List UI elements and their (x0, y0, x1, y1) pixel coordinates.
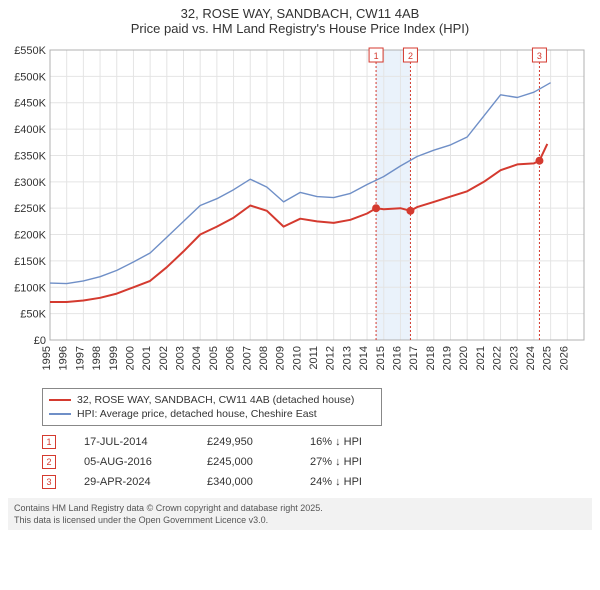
svg-text:2005: 2005 (208, 346, 220, 370)
sale-date: 05-AUG-2016 (84, 452, 179, 472)
sale-price: £245,000 (207, 452, 282, 472)
sale-price: £249,950 (207, 432, 282, 452)
sale-marker: 2 (42, 455, 56, 469)
svg-text:2021: 2021 (475, 346, 487, 370)
svg-text:2013: 2013 (341, 346, 353, 370)
svg-text:2002: 2002 (158, 346, 170, 370)
svg-text:1995: 1995 (41, 346, 53, 370)
svg-text:2018: 2018 (425, 346, 437, 370)
svg-text:£0: £0 (34, 335, 46, 347)
legend-item: HPI: Average price, detached house, Ches… (49, 407, 375, 421)
svg-text:2010: 2010 (291, 346, 303, 370)
sale-pct: 27% ↓ HPI (310, 452, 390, 472)
title-line-1: 32, ROSE WAY, SANDBACH, CW11 4AB (8, 6, 592, 21)
footer-line-2: This data is licensed under the Open Gov… (14, 514, 586, 526)
svg-text:1: 1 (374, 51, 379, 61)
svg-text:£550K: £550K (14, 45, 46, 57)
chart-container: £0 £50K £100K £150K £200K £250K £300K £350K £400… (8, 42, 592, 382)
svg-text:2: 2 (408, 51, 413, 61)
svg-text:£200K: £200K (14, 230, 46, 242)
price-chart: £0 £50K £100K £150K £200K £250K £300K £350K £400… (8, 42, 592, 382)
sales-row: 1 17-JUL-2014 £249,950 16% ↓ HPI (42, 432, 592, 452)
svg-text:£350K: £350K (14, 150, 46, 162)
legend-item: 32, ROSE WAY, SANDBACH, CW11 4AB (detach… (49, 393, 375, 407)
sale-marker: 1 (42, 435, 56, 449)
svg-text:2014: 2014 (358, 346, 370, 370)
chart-header: 32, ROSE WAY, SANDBACH, CW11 4AB Price p… (0, 0, 600, 38)
sale-pct: 16% ↓ HPI (310, 432, 390, 452)
svg-text:2023: 2023 (508, 346, 520, 370)
svg-text:£300K: £300K (14, 177, 46, 189)
legend-label: 32, ROSE WAY, SANDBACH, CW11 4AB (detach… (77, 393, 354, 407)
sale-marker: 3 (42, 475, 56, 489)
svg-text:2019: 2019 (442, 346, 454, 370)
svg-text:£100K: £100K (14, 282, 46, 294)
svg-text:2001: 2001 (141, 346, 153, 370)
sale-pct: 24% ↓ HPI (310, 472, 390, 492)
svg-text:2006: 2006 (225, 346, 237, 370)
svg-text:1996: 1996 (58, 346, 70, 370)
svg-text:£150K: £150K (14, 256, 46, 268)
svg-text:1998: 1998 (91, 346, 103, 370)
svg-text:2008: 2008 (258, 346, 270, 370)
legend-swatch (49, 413, 71, 415)
legend-swatch (49, 399, 71, 401)
footer-line-1: Contains HM Land Registry data © Crown c… (14, 502, 586, 514)
svg-text:2003: 2003 (175, 346, 187, 370)
svg-text:2007: 2007 (241, 346, 253, 370)
svg-text:2025: 2025 (542, 346, 554, 370)
svg-text:2009: 2009 (275, 346, 287, 370)
svg-text:2016: 2016 (391, 346, 403, 370)
svg-text:£400K: £400K (14, 124, 46, 136)
svg-text:1997: 1997 (74, 346, 86, 370)
svg-text:2011: 2011 (308, 346, 320, 370)
sale-date: 29-APR-2024 (84, 472, 179, 492)
svg-text:2026: 2026 (558, 346, 570, 370)
sale-date: 17-JUL-2014 (84, 432, 179, 452)
legend: 32, ROSE WAY, SANDBACH, CW11 4AB (detach… (42, 388, 382, 426)
attribution-footer: Contains HM Land Registry data © Crown c… (8, 498, 592, 530)
sales-row: 3 29-APR-2024 £340,000 24% ↓ HPI (42, 472, 592, 492)
svg-text:2015: 2015 (375, 346, 387, 370)
sales-table: 1 17-JUL-2014 £249,950 16% ↓ HPI 2 05-AU… (42, 432, 592, 492)
legend-label: HPI: Average price, detached house, Ches… (77, 407, 317, 421)
svg-text:2020: 2020 (458, 346, 470, 370)
svg-text:£50K: £50K (20, 309, 46, 321)
svg-text:£250K: £250K (14, 203, 46, 215)
title-line-2: Price paid vs. HM Land Registry's House … (8, 21, 592, 36)
svg-text:2024: 2024 (525, 346, 537, 370)
svg-text:£450K: £450K (14, 98, 46, 110)
svg-text:3: 3 (537, 51, 542, 61)
svg-text:2017: 2017 (408, 346, 420, 370)
sales-row: 2 05-AUG-2016 £245,000 27% ↓ HPI (42, 452, 592, 472)
sale-price: £340,000 (207, 472, 282, 492)
svg-text:2012: 2012 (325, 346, 337, 370)
svg-text:£500K: £500K (14, 71, 46, 83)
svg-text:2004: 2004 (191, 346, 203, 370)
svg-text:2022: 2022 (492, 346, 504, 370)
svg-text:1999: 1999 (108, 346, 120, 370)
svg-text:2000: 2000 (124, 346, 136, 370)
